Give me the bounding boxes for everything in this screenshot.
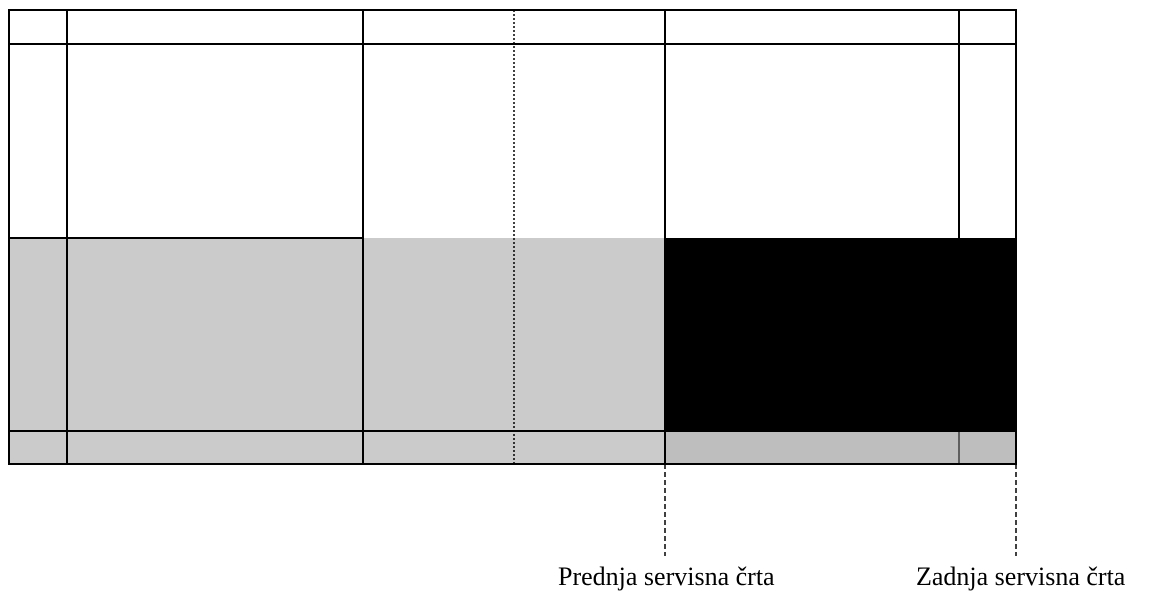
grey-strip-left xyxy=(9,431,665,464)
grey-strip-right xyxy=(665,431,1016,464)
front-service-line-label: Prednja servisna črta xyxy=(558,562,775,591)
back-service-line-label: Zadnja servisna črta xyxy=(916,562,1126,591)
grey-zone-left xyxy=(9,238,665,431)
black-zone xyxy=(665,238,1016,431)
